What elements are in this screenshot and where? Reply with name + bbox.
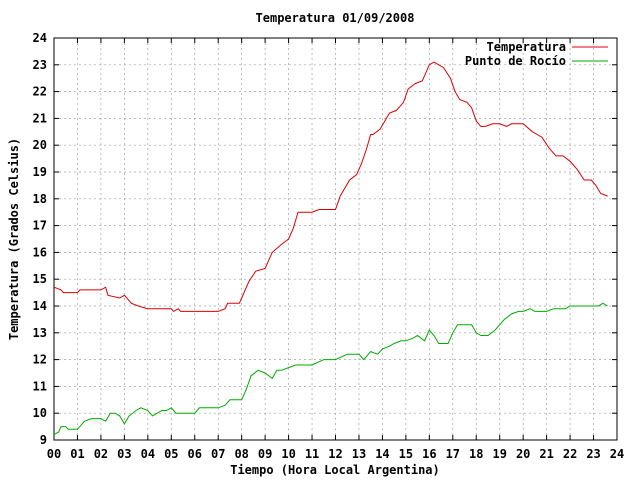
x-tick-label: 10 xyxy=(281,447,295,461)
y-tick-label: 13 xyxy=(33,326,47,340)
x-tick-label: 09 xyxy=(258,447,272,461)
y-tick-label: 21 xyxy=(33,111,47,125)
y-tick-label: 20 xyxy=(33,138,47,152)
x-tick-label: 16 xyxy=(422,447,436,461)
x-tick-label: 13 xyxy=(352,447,366,461)
x-tick-label: 22 xyxy=(563,447,577,461)
grid-lines xyxy=(54,38,617,440)
x-tick-label: 20 xyxy=(516,447,530,461)
x-tick-label: 19 xyxy=(492,447,506,461)
x-tick-label: 18 xyxy=(469,447,483,461)
x-tick-label: 07 xyxy=(211,447,225,461)
y-tick-label: 19 xyxy=(33,165,47,179)
x-tick-label: 03 xyxy=(117,447,131,461)
x-tick-label: 04 xyxy=(141,447,155,461)
x-tick-label: 02 xyxy=(94,447,108,461)
x-axis-ticks: 00 01 02 03 04 05 06 07 08 09 10 11 12 13 14 15 16 17 18 19… xyxy=(47,38,624,461)
y-tick-label: 22 xyxy=(33,85,47,99)
y-tick-label: 15 xyxy=(33,272,47,286)
y-tick-label: 9 xyxy=(40,433,47,447)
series-line-punto-de-rocio xyxy=(53,302,608,436)
series-layer xyxy=(53,61,608,436)
legend-label: Punto de Rocío xyxy=(465,54,566,68)
x-tick-label: 00 xyxy=(47,447,61,461)
y-axis-label: Temperatura (Grados Celsius) xyxy=(7,138,21,340)
y-tick-label: 11 xyxy=(33,379,47,393)
x-tick-label: 01 xyxy=(70,447,84,461)
chart-title: Temperatura 01/09/2008 xyxy=(256,11,415,25)
x-tick-label: 11 xyxy=(305,447,319,461)
y-tick-label: 10 xyxy=(33,406,47,420)
y-tick-label: 18 xyxy=(33,192,47,206)
x-tick-label: 06 xyxy=(188,447,202,461)
y-tick-label: 23 xyxy=(33,58,47,72)
x-tick-label: 24 xyxy=(610,447,624,461)
y-tick-label: 17 xyxy=(33,219,47,233)
y-tick-label: 12 xyxy=(33,353,47,367)
x-tick-label: 15 xyxy=(399,447,413,461)
y-axis-ticks: 9 10 11 12 13 14 15 16 17 18 19 20 21 22 23 24 xyxy=(33,31,617,447)
y-tick-label: 14 xyxy=(33,299,47,313)
x-tick-label: 23 xyxy=(586,447,600,461)
x-tick-label: 08 xyxy=(234,447,248,461)
x-tick-label: 17 xyxy=(446,447,460,461)
y-tick-label: 16 xyxy=(33,245,47,259)
y-tick-label: 24 xyxy=(33,31,47,45)
x-tick-label: 12 xyxy=(328,447,342,461)
series-line-temperatura xyxy=(53,61,608,313)
x-tick-label: 14 xyxy=(375,447,389,461)
x-axis-label: Tiempo (Hora Local Argentina) xyxy=(230,463,440,477)
x-tick-label: 21 xyxy=(539,447,553,461)
x-tick-label: 05 xyxy=(164,447,178,461)
legend-label: Temperatura xyxy=(487,40,566,54)
